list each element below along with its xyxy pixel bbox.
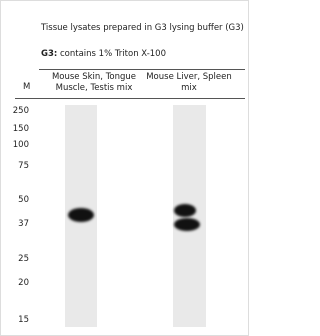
band xyxy=(174,204,196,217)
lane-header: Mouse Skin, Tongue Muscle, Testis mix xyxy=(39,72,149,94)
marker-label: 20 xyxy=(5,278,29,288)
note: G3: contains 1% Triton X-100 xyxy=(41,49,166,59)
marker-label: 100 xyxy=(5,140,29,150)
lane-header-line: Mouse Liver, Spleen xyxy=(139,72,239,83)
lane-header-line: Mouse Skin, Tongue xyxy=(39,72,149,83)
marker-label: 150 xyxy=(5,124,29,134)
marker-header: M xyxy=(23,82,30,92)
marker-label: 250 xyxy=(5,106,29,116)
marker-label: 50 xyxy=(5,195,29,205)
lane-header: Mouse Liver, Spleen mix xyxy=(139,72,239,94)
lane-header-line: mix xyxy=(139,83,239,94)
rule xyxy=(15,98,245,99)
blot-figure: Tissue lysates prepared in G3 lysing buf… xyxy=(0,0,249,336)
band xyxy=(174,218,200,231)
marker-label: 37 xyxy=(5,219,29,229)
marker-label: 25 xyxy=(5,254,29,264)
band xyxy=(68,208,94,222)
marker-label: 15 xyxy=(5,315,29,325)
marker-label: 75 xyxy=(5,161,29,171)
rule xyxy=(39,69,245,70)
note-label: G3: xyxy=(41,49,57,59)
note-text: contains 1% Triton X-100 xyxy=(60,49,166,59)
title: Tissue lysates prepared in G3 lysing buf… xyxy=(41,23,244,33)
lane-header-line: Muscle, Testis mix xyxy=(39,83,149,94)
